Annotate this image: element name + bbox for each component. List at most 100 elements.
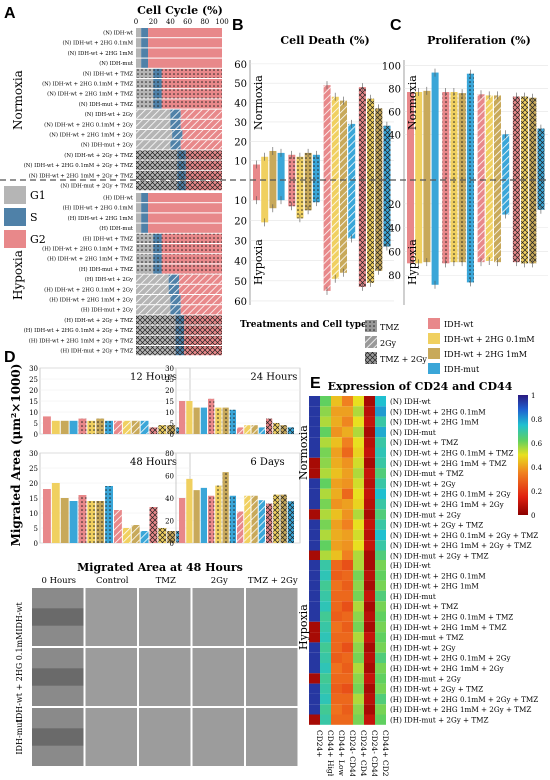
heatmap-column-label: CD44+ High (326, 730, 335, 776)
panel-a-bar-pattern (161, 68, 222, 78)
heatmap-cell (309, 416, 320, 427)
heatmap-cell (331, 580, 342, 591)
heatmap-cell (353, 632, 364, 643)
heatmap-cell (364, 580, 375, 591)
heatmap-cell (309, 632, 320, 643)
panel-a-bar-pattern (161, 89, 222, 99)
heatmap-row-label: (H) IDH-wt + 2HG 1mM (390, 582, 479, 591)
heatmap-colorbar (518, 395, 528, 515)
heatmap-cell (364, 488, 375, 499)
heatmap-cell (320, 621, 331, 633)
heatmap-cell (353, 540, 364, 551)
heatmap-cell (364, 509, 375, 520)
panel-d-bar (51, 420, 60, 434)
heatmap-cell (320, 704, 331, 715)
panel-d-bar-pattern (258, 427, 265, 434)
panel-a-bar-g1 (136, 38, 142, 48)
panel-a-bar-g1 (136, 213, 142, 223)
panel-d-bar (200, 407, 207, 434)
panel-b-bar-hypoxia (261, 180, 269, 223)
panel-a-bar-pattern (161, 99, 222, 109)
panel-a-bar-pattern (179, 274, 222, 284)
heatmap-cell (364, 416, 375, 427)
phase-legend-label: G2 (30, 233, 46, 246)
panel-a-bar-pattern (136, 181, 178, 191)
heatmap-cell (320, 601, 331, 612)
heatmap-cell (342, 652, 353, 663)
heatmap-cell (342, 673, 353, 684)
heatmap-cell (364, 642, 375, 653)
panel-d-bar-pattern (266, 418, 273, 434)
panel-a-bar-pattern (136, 89, 154, 99)
panel-c-bar-pattern (450, 92, 458, 180)
panel-a-xtick: 60 (183, 18, 192, 26)
micrograph-image (192, 708, 244, 766)
heatmap-cell (342, 519, 353, 530)
heatmap-cell (342, 642, 353, 653)
heatmap-row-label: (N) IDH-wt + 2HG 0.1mM + 2Gy (390, 490, 511, 499)
panel-c-bar-pattern (450, 180, 458, 263)
panel-a-bar-pattern (180, 305, 222, 315)
phase-legend-label: S (30, 211, 38, 224)
heatmap-cell (342, 488, 353, 499)
heatmap-cell (342, 714, 353, 725)
heatmap-row-label: (N) IDH-wt + 2HG 0.1mM + TMZ (390, 449, 513, 458)
panel-b-ytick: 50 (234, 277, 247, 288)
heatmap-cell (331, 488, 342, 499)
panel-a-bar-pattern (136, 315, 176, 325)
heatmap-cell (364, 693, 375, 705)
panel-e-normoxia-label: Normoxia (297, 425, 310, 480)
heatmap-cell (309, 714, 320, 725)
panel-e-heatmap: Expression of CD24 and CD44(N) IDH-wt(N)… (297, 380, 543, 780)
panel-d-bar (43, 416, 51, 434)
legend-cell-label: IDH-mut (444, 365, 480, 374)
heatmap-cell (331, 663, 342, 674)
panel-d-bar-pattern (229, 409, 236, 434)
panel-a-bar-s (141, 38, 149, 48)
heatmap-colorbar-tick: 0 (531, 512, 535, 520)
heatmap-cell (353, 570, 364, 581)
heatmap-cell (320, 673, 331, 684)
heatmap-cell (364, 663, 375, 674)
panel-c-ytick: 60 (388, 107, 401, 118)
heatmap-cell (320, 416, 331, 427)
micrograph-image (139, 648, 191, 706)
heatmap-cell (375, 437, 386, 448)
panel-c-bar-normoxia (415, 92, 423, 180)
legend-cell-label: IDH-wt + 2HG 0.1mM (444, 335, 535, 344)
heatmap-cell (353, 683, 364, 694)
panel-a-bar-pattern (136, 109, 171, 119)
panel-d-ytick: 5 (170, 420, 174, 428)
heatmap-cell (331, 673, 342, 684)
panel-a-row-label: (H) IDH-wt + 2HG 1mM + 2Gy (49, 297, 133, 304)
panel-c-bar-pattern (537, 180, 545, 210)
panel-a-row-label: (H) IDH-wt + 2HG 1mM + TMZ (47, 256, 133, 263)
panel-d-bar-pattern (208, 398, 215, 434)
heatmap-row-label: (N) IDH-mut + TMZ (390, 469, 464, 478)
panel-a-bar-g2 (148, 193, 222, 203)
heatmap-cell (375, 416, 386, 427)
panel-c-bar-pattern (537, 128, 545, 180)
panel-d-bar-pattern (122, 420, 131, 434)
heatmap-cell (342, 509, 353, 520)
heatmap-cell (331, 704, 342, 715)
panel-a-bar-pattern (136, 150, 178, 160)
panel-a-bar-pattern (136, 160, 178, 170)
panel-d-bar (60, 498, 69, 543)
heatmap-cell (309, 509, 320, 520)
panel-b-ytick: 30 (234, 118, 247, 129)
panel-a-bar-pattern (136, 295, 171, 305)
panel-d-bar-pattern (222, 407, 229, 434)
panel-a-bar-pattern (153, 68, 162, 78)
panel-d-ytick: 60 (165, 473, 174, 481)
panel-a-bar-pattern (136, 264, 154, 274)
heatmap-cell (331, 714, 342, 725)
heatmap-cell (375, 601, 386, 612)
panel-a-bar-pattern (136, 305, 171, 315)
phase-legend-swatch (4, 186, 26, 204)
heatmap-cell (364, 560, 375, 571)
panel-b-bar-pattern (312, 154, 320, 180)
panel-d-bar-pattern (266, 503, 273, 543)
heatmap-cell (320, 652, 331, 663)
heatmap-cell (331, 457, 342, 469)
